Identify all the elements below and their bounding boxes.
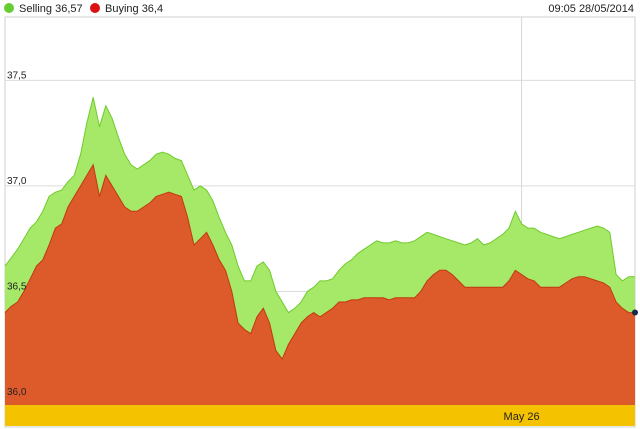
y-tick-label: 36,0 bbox=[7, 387, 27, 398]
y-axis-ticks: 36,0 36,5 37,0 37,5 bbox=[7, 70, 27, 398]
timestamp: 09:05 28/05/2014 bbox=[548, 3, 634, 15]
date-label-may-26: May 26 bbox=[504, 411, 540, 423]
selling-line bbox=[4, 97, 635, 314]
last-value-marker bbox=[632, 309, 638, 316]
y-tick-label: 37,5 bbox=[7, 70, 27, 81]
legend-marker-buying bbox=[90, 3, 100, 13]
legend-label-selling: Selling 36,57 bbox=[19, 3, 83, 15]
legend-marker-selling bbox=[4, 3, 14, 13]
buying-area bbox=[5, 164, 635, 405]
buying-line bbox=[4, 163, 635, 360]
time-axis-band bbox=[5, 405, 635, 426]
y-tick-label: 37,0 bbox=[7, 176, 27, 187]
legend-label-buying: Buying 36,4 bbox=[105, 3, 163, 15]
plot-frame bbox=[4, 16, 636, 428]
y-tick-label: 36,5 bbox=[7, 281, 27, 292]
